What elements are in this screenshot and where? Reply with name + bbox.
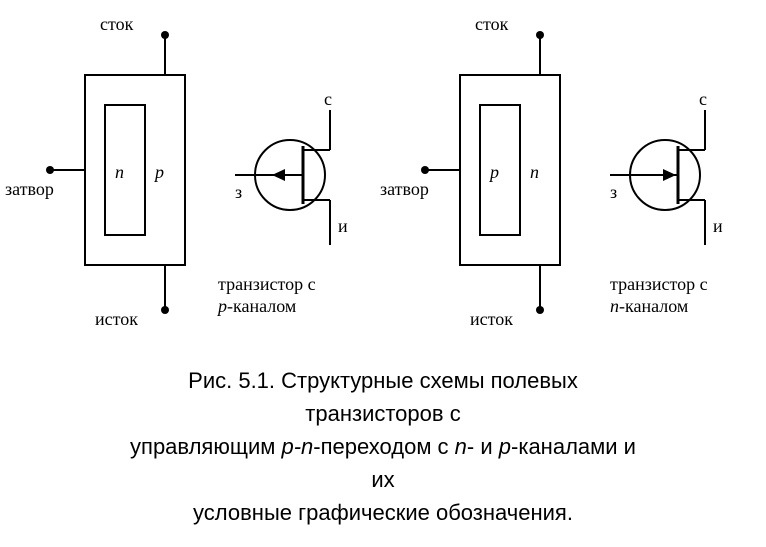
right-inner-right-letter: n bbox=[530, 162, 539, 182]
caption-line5: условные графические обозначения. bbox=[0, 497, 766, 529]
caption-line3: управляющим p-n-переходом с n- и p-канал… bbox=[0, 431, 766, 463]
left-inner-left-letter: n bbox=[115, 162, 124, 182]
left-structural: сток затвор исток n p bbox=[5, 14, 185, 329]
right-structural: сток затвор исток p n bbox=[380, 14, 560, 329]
right-source-label: исток bbox=[470, 309, 513, 329]
left-drain-label: сток bbox=[100, 14, 134, 34]
left-sym-s: с bbox=[324, 89, 332, 109]
right-inner-left-letter: p bbox=[488, 162, 499, 182]
right-sym-s: с bbox=[699, 89, 707, 109]
caption-line1: Рис. 5.1. Структурные схемы полевых bbox=[0, 365, 766, 397]
right-desc1: транзистор с bbox=[610, 274, 708, 294]
left-sym-d: и bbox=[338, 216, 348, 236]
left-inner-right-letter: p bbox=[153, 162, 164, 182]
left-source-label: исток bbox=[95, 309, 138, 329]
right-gate-label: затвор bbox=[380, 179, 429, 199]
right-symbol: с з и транзистор с n-каналом bbox=[610, 89, 723, 316]
right-sym-g: з bbox=[610, 182, 617, 202]
left-sym-g: з bbox=[235, 182, 242, 202]
left-symbol: с з и транзистор с p-каналом bbox=[216, 89, 348, 316]
left-desc1: транзистор с bbox=[218, 274, 316, 294]
right-sym-d: и bbox=[713, 216, 723, 236]
diagram-svg: сток затвор исток n p с з и транзистор с… bbox=[0, 0, 766, 370]
right-desc2: n-каналом bbox=[610, 296, 688, 316]
left-gate-label: затвор bbox=[5, 179, 54, 199]
right-drain-label: сток bbox=[475, 14, 509, 34]
caption-line4: их bbox=[0, 464, 766, 496]
caption-line2: транзисторов с bbox=[0, 398, 766, 430]
left-desc2: p-каналом bbox=[216, 296, 296, 316]
